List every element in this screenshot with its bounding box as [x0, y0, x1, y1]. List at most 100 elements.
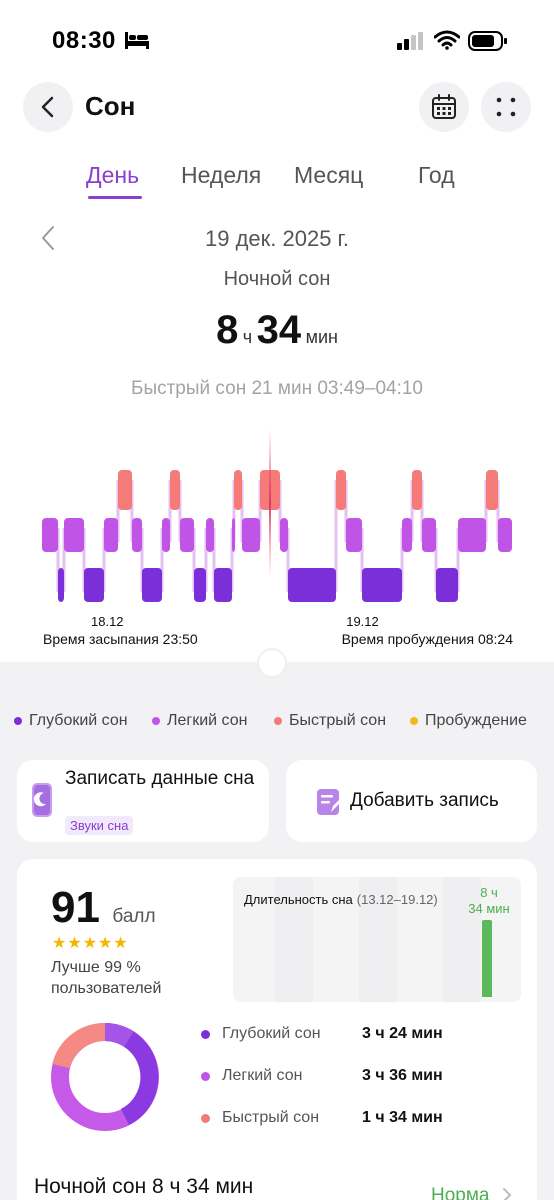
norm-link[interactable]: Норма — [431, 1185, 513, 1200]
stage-transition-line — [62, 528, 66, 592]
sleep-stage-block-rem — [412, 470, 422, 510]
note-edit-icon — [317, 789, 342, 815]
sleep-stage-block-light — [346, 518, 362, 552]
sleep-stage-block-light — [402, 518, 412, 552]
stage-transition-line — [116, 480, 120, 542]
trend-value-label: 8 ч 34 мин — [459, 885, 519, 917]
sleep-stage-chart[interactable] — [0, 420, 554, 620]
legend-dot — [152, 717, 160, 725]
sleep-stage-block-light — [458, 518, 486, 552]
back-button[interactable] — [23, 82, 73, 132]
sleep-stage-block-light — [206, 518, 214, 552]
stage-transition-line — [344, 480, 348, 542]
trend-column — [359, 877, 397, 1002]
chevron-left-icon — [41, 96, 54, 118]
stage-donut-chart — [51, 1022, 159, 1131]
sleep-stage-block-deep — [58, 568, 64, 602]
sleep-stage-block-light — [132, 518, 142, 552]
stage-legend: Глубокий сон Легкий сон Быстрый сон Проб… — [14, 712, 544, 734]
legend-label: Пробуждение — [425, 712, 527, 729]
trend-column — [317, 877, 355, 1002]
tab-year[interactable]: Год — [418, 162, 455, 188]
stage-value: 3 ч 36 мин — [362, 1067, 443, 1084]
sleep-stage-block-light — [64, 518, 84, 552]
sleep-start-label: Время засыпания 23:50 — [43, 631, 198, 647]
more-dots-icon — [496, 97, 516, 117]
sleep-stage-block-rem — [336, 470, 346, 510]
trend-value-minutes: 34 мин — [468, 901, 510, 916]
stage-transition-line — [258, 480, 262, 542]
sleep-stage-block-rem — [234, 470, 242, 510]
calendar-button[interactable] — [419, 82, 469, 132]
stage-transition-line — [212, 528, 216, 592]
trend-value-hours: 8 ч — [480, 885, 498, 900]
norm-label: Норма — [431, 1185, 490, 1200]
record-sleep-button[interactable]: Записать данные сна Звуки сна — [17, 760, 269, 842]
stage-value: 1 ч 34 мин — [362, 1109, 443, 1126]
sleep-stage-block-deep — [288, 568, 336, 602]
sleep-end-label: Время пробуждения 08:24 — [341, 631, 513, 647]
sleep-stage-block-light — [498, 518, 512, 552]
stage-transition-line — [360, 528, 364, 592]
sleep-stage-block-rem — [486, 470, 498, 510]
tab-month[interactable]: Месяц — [294, 162, 364, 188]
chart-scroll-handle[interactable] — [257, 648, 287, 678]
stage-transition-line — [434, 528, 438, 592]
phone-moon-icon — [32, 783, 52, 817]
stage-transition-line — [160, 528, 164, 592]
period-tabs: День Неделя Месяц Год — [0, 160, 554, 204]
trend-range: (13.12–19.12) — [356, 892, 438, 907]
stage-dot — [201, 1114, 210, 1123]
trend-title-text: Длительность сна — [244, 892, 353, 907]
sleep-start: 18.12 Время засыпания 23:50 — [43, 614, 243, 647]
add-record-button[interactable]: Добавить запись — [286, 760, 537, 842]
sleep-stage-block-light — [422, 518, 436, 552]
legend-dot — [274, 717, 282, 725]
better-than-users: Лучше 99 % пользователей — [51, 959, 162, 997]
sleep-end: 19.12 Время пробуждения 08:24 — [300, 614, 513, 647]
stage-transition-line — [204, 528, 208, 592]
trend-title: Длительность сна (13.12–19.12) — [244, 892, 438, 907]
sleep-stage-block-light — [104, 518, 118, 552]
add-record-label: Добавить запись — [350, 790, 499, 811]
tab-week[interactable]: Неделя — [181, 162, 262, 188]
stage-transition-line — [410, 480, 414, 542]
sleep-stage-block-deep — [436, 568, 458, 602]
chevron-left-icon[interactable] — [38, 224, 58, 252]
sleep-stage-block-deep — [84, 568, 104, 602]
stage-transition-line — [140, 528, 144, 592]
status-bar: 08:30 — [0, 0, 554, 70]
rem-info: Быстрый сон 21 мин 03:49–04:10 — [130, 378, 423, 399]
sleep-end-date: 19.12 — [346, 614, 379, 629]
stage-dot — [201, 1072, 210, 1081]
sleep-sounds-badge[interactable]: Звуки сна — [65, 816, 134, 835]
duration-minutes: 34 — [256, 308, 302, 352]
star-rating: ★★★★★ — [52, 935, 129, 952]
sleep-stage-block-deep — [214, 568, 232, 602]
legend-dot — [14, 717, 22, 725]
date-nav: 19 дек. 2025 г. — [0, 222, 554, 256]
stage-transition-line — [168, 480, 172, 542]
score-unit: балл — [112, 906, 156, 927]
tab-day[interactable]: День — [86, 162, 140, 188]
sleep-stage-block-rem — [118, 470, 132, 510]
sleep-score: 91 балл — [51, 883, 156, 933]
stage-transition-line — [230, 528, 234, 592]
trend-column — [275, 877, 313, 1002]
stage-transition-line — [420, 480, 424, 542]
stage-transition-line — [82, 528, 86, 592]
duration-trend-chart[interactable]: Длительность сна (13.12–19.12) 8 ч 34 мин — [233, 877, 521, 1002]
sleep-stage-block-deep — [362, 568, 402, 602]
stage-transition-line — [286, 528, 290, 592]
night-sleep-title: Ночной сон 8 ч 34 мин — [34, 1175, 254, 1198]
sleep-stage-block-light — [180, 518, 194, 552]
record-sleep-label: Записать данные сна — [65, 768, 255, 789]
stage-row-light: Легкий сон 3 ч 36 мин — [201, 1065, 501, 1089]
stage-transition-line — [192, 528, 196, 592]
stage-transition-line — [278, 480, 282, 542]
stage-transition-line — [102, 528, 106, 592]
duration-minutes-unit: мин — [305, 327, 338, 347]
more-button[interactable] — [481, 82, 531, 132]
legend-rem: Быстрый сон — [274, 712, 386, 730]
stage-transition-line — [240, 480, 244, 542]
